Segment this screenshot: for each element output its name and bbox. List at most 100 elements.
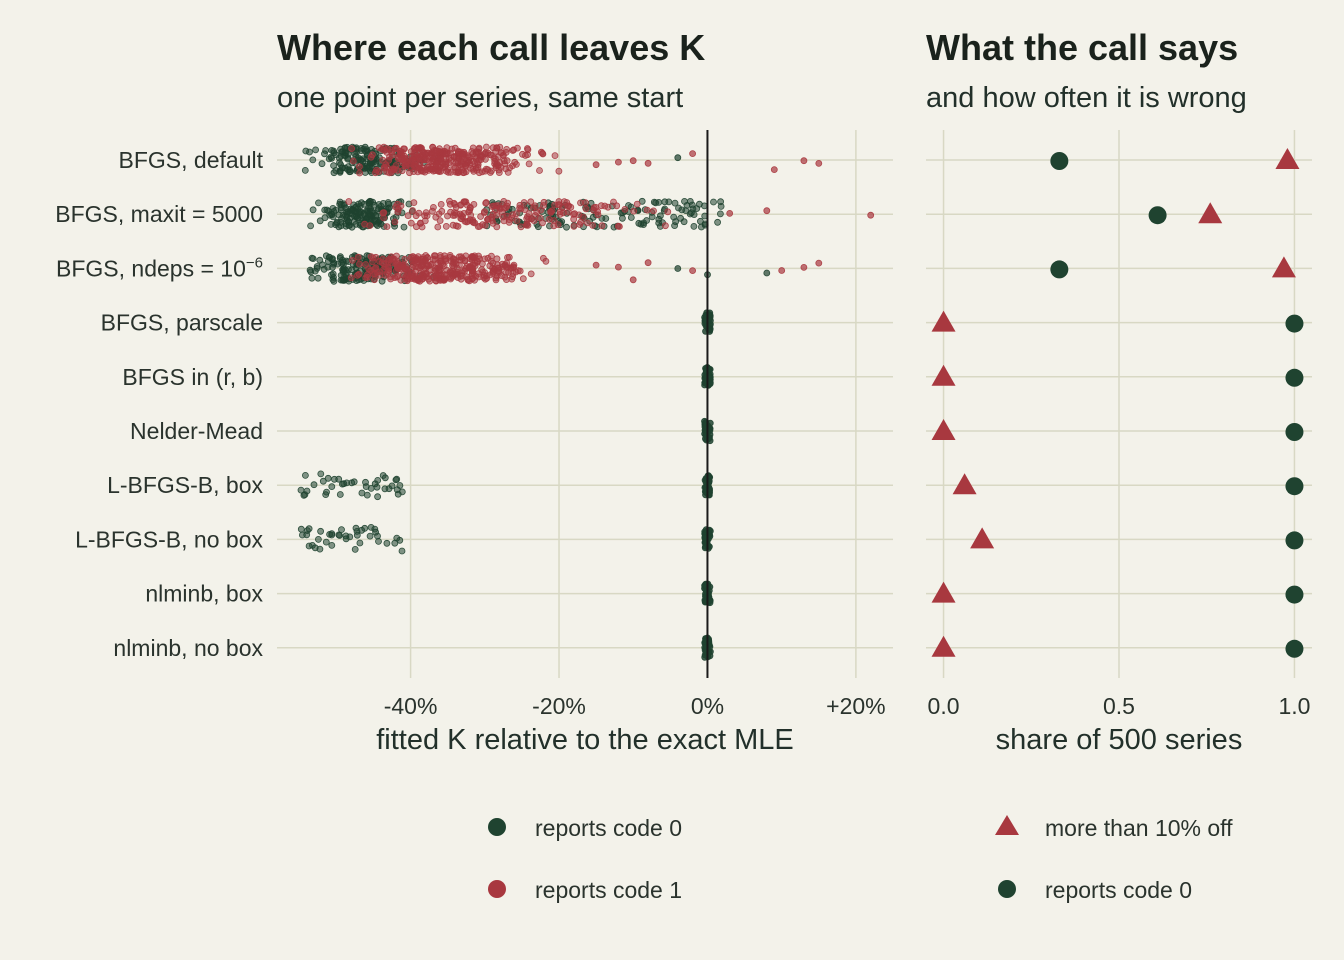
left-point-1304 xyxy=(435,145,443,153)
right-chart-title: What the call says xyxy=(926,27,1238,68)
left-point-1320 xyxy=(431,167,439,175)
left-point-1486 xyxy=(589,221,597,229)
left-point-1307 xyxy=(460,169,468,176)
left-point-875 xyxy=(322,538,330,546)
right-x-tick-2: 1.0 xyxy=(1278,693,1310,719)
left-point-620 xyxy=(342,270,350,278)
right-triangle-3 xyxy=(931,310,956,332)
left-point-1582 xyxy=(347,274,355,282)
left-point-1519 xyxy=(457,215,465,222)
left-point-436 xyxy=(714,218,721,226)
left-point-1534 xyxy=(560,198,568,206)
left-point-878 xyxy=(338,526,345,533)
left-point-1823 xyxy=(436,252,444,259)
left-point-422 xyxy=(353,203,360,210)
left-point-1533 xyxy=(548,207,556,215)
left-point-1409 xyxy=(598,222,606,230)
left-point-1877 xyxy=(629,276,637,284)
left-point-1377 xyxy=(345,198,353,205)
left-point-1463 xyxy=(630,207,638,215)
left-point-560 xyxy=(329,270,337,278)
left-point-1428 xyxy=(410,199,418,207)
left-point-1260 xyxy=(355,163,363,171)
left-point-1330 xyxy=(459,150,467,158)
left-point-1516 xyxy=(582,205,590,213)
left-point-791 xyxy=(363,491,371,499)
left-point-1451 xyxy=(366,222,374,230)
left-point-615 xyxy=(313,263,321,270)
left-point-1335 xyxy=(615,158,622,166)
left-x-tick-1: -20% xyxy=(532,693,586,719)
left-point-1367 xyxy=(650,207,657,215)
left-point-1522 xyxy=(395,205,402,213)
left-point-1787 xyxy=(399,271,407,279)
legend-left-marker-0 xyxy=(488,818,506,836)
left-point-877 xyxy=(305,525,313,533)
left-point-785 xyxy=(310,481,318,489)
left-point-1861 xyxy=(458,269,466,277)
left-point-866 xyxy=(372,528,380,536)
left-point-1817 xyxy=(510,264,517,272)
left-point-1438 xyxy=(437,200,445,208)
left-point-797 xyxy=(335,475,343,483)
left-point-437 xyxy=(374,222,381,230)
left-point-860 xyxy=(383,539,391,547)
left-point-1513 xyxy=(513,210,520,218)
left-point-1306 xyxy=(394,155,402,163)
right-triangle-9 xyxy=(931,635,956,657)
left-point-1674 xyxy=(362,261,370,268)
left-point-1876 xyxy=(615,263,622,271)
legend-right: more than 10% off reports code 0 xyxy=(995,815,1233,903)
left-point-1520 xyxy=(540,202,547,209)
left-point-1452 xyxy=(404,212,412,220)
left-point-1819 xyxy=(461,257,469,265)
left-point-1454 xyxy=(551,201,558,209)
left-point-1869 xyxy=(418,275,426,283)
left-point-98 xyxy=(344,150,352,158)
left-point-784 xyxy=(324,474,332,482)
left-points xyxy=(297,130,875,678)
left-point-787 xyxy=(301,471,309,479)
left-point-1829 xyxy=(412,259,420,267)
left-point-1321 xyxy=(450,163,458,170)
left-point-564 xyxy=(308,274,316,282)
left-point-871 xyxy=(367,524,375,531)
right-triangle-4 xyxy=(931,364,956,386)
left-point-1239 xyxy=(487,151,495,159)
left-point-1508 xyxy=(554,221,562,229)
left-point-326 xyxy=(671,222,678,230)
right-circle-2 xyxy=(1050,260,1069,279)
left-point-1524 xyxy=(452,203,460,211)
left-point-1158 xyxy=(555,167,563,175)
left-point-414 xyxy=(346,209,354,217)
left-point-375 xyxy=(332,221,340,229)
left-point-1289 xyxy=(472,155,480,163)
category-label-7: L-BFGS-B, no box xyxy=(75,526,263,552)
left-point-1456 xyxy=(614,222,622,230)
left-point-1867 xyxy=(386,273,394,281)
left-point-1102 xyxy=(525,160,533,168)
left-point-1530 xyxy=(500,204,508,212)
left-point-470 xyxy=(337,206,345,214)
left-point-1274 xyxy=(524,146,532,154)
left-point-1347 xyxy=(664,208,672,216)
left-point-1494 xyxy=(436,217,444,225)
left-point-795 xyxy=(328,483,336,491)
left-point-1480 xyxy=(380,214,388,222)
left-point-775 xyxy=(323,488,330,496)
left-x-tick-3: +20% xyxy=(826,693,885,719)
left-point-1848 xyxy=(436,263,444,271)
left-point-458 xyxy=(657,212,664,220)
left-point-1323 xyxy=(381,147,389,154)
left-x-axis-label: fitted K relative to the exact MLE xyxy=(376,724,793,756)
right-x-axis-label: share of 500 series xyxy=(996,724,1243,756)
left-point-1297 xyxy=(482,149,490,156)
left-point-250 xyxy=(698,223,705,231)
left-point-853 xyxy=(317,527,325,535)
left-point-1529 xyxy=(530,217,538,225)
left-point-1526 xyxy=(516,204,523,212)
left-point-1437 xyxy=(500,197,508,205)
left-point-1854 xyxy=(379,255,387,263)
left-point-1099 xyxy=(348,145,356,153)
